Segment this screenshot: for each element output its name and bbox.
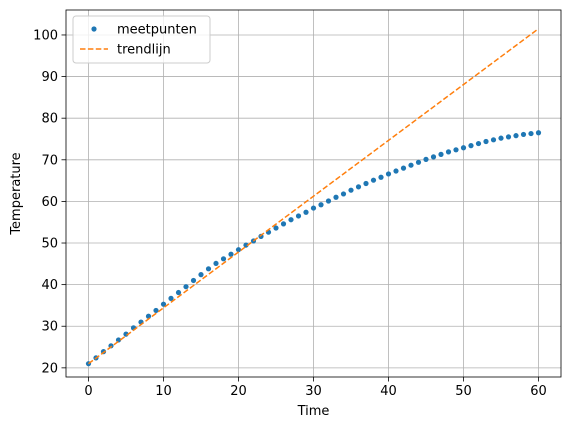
data-point-49 [453, 147, 459, 153]
trend-line [88, 28, 539, 365]
data-point-52 [475, 140, 482, 147]
data-point-39 [378, 174, 384, 180]
y-tick-label-6: 80 [41, 112, 58, 127]
data-point-11 [168, 295, 174, 301]
y-tick-label-7: 90 [41, 70, 58, 85]
data-point-42 [400, 165, 407, 171]
x-tick-label-5: 50 [455, 384, 472, 399]
data-point-30 [310, 205, 317, 211]
data-point-29 [303, 209, 309, 215]
data-point-37 [363, 180, 369, 187]
data-point-35 [348, 187, 354, 193]
data-point-21 [243, 242, 249, 248]
data-point-9 [153, 307, 159, 314]
y-tick-label-8: 100 [33, 28, 58, 43]
y-tick-label-2: 40 [41, 278, 58, 293]
data-point-55 [498, 135, 504, 141]
data-point-59 [528, 130, 534, 137]
y-tick-label-4: 60 [41, 195, 58, 210]
data-point-53 [483, 138, 489, 145]
data-point-44 [415, 159, 422, 165]
grid [66, 10, 561, 377]
series-layer [85, 28, 542, 367]
data-point-34 [340, 191, 347, 197]
x-tick-label-2: 20 [230, 384, 247, 399]
data-point-4 [115, 337, 122, 343]
data-point-60 [535, 130, 542, 136]
data-point-51 [468, 143, 474, 149]
data-point-25 [273, 225, 279, 231]
data-point-27 [288, 217, 294, 223]
x-tick-label-6: 60 [530, 384, 547, 399]
legend-label-meetpunten: meetpunten [117, 23, 197, 38]
data-point-46 [430, 154, 437, 160]
y-tick-label-5: 70 [41, 153, 58, 168]
data-point-56 [505, 134, 512, 140]
data-point-40 [385, 171, 392, 177]
legend-box [72, 15, 211, 64]
legend: meetpunten trendlijn [72, 15, 211, 64]
x-tick-label-0: 0 [84, 384, 92, 399]
data-point-14 [190, 277, 197, 284]
data-point-15 [198, 272, 204, 278]
data-point-13 [183, 284, 189, 290]
data-point-41 [393, 168, 399, 174]
y-tick-label-3: 50 [41, 237, 58, 252]
data-point-31 [318, 202, 324, 208]
data-point-54 [490, 137, 497, 143]
series-meetpunten [85, 130, 542, 367]
data-point-43 [408, 162, 414, 168]
data-point-19 [228, 251, 234, 257]
data-point-58 [520, 131, 527, 138]
x-axis-label: Time [297, 404, 330, 419]
data-point-28 [295, 213, 302, 219]
y-tick-label-1: 30 [41, 320, 58, 335]
data-point-48 [445, 149, 452, 155]
legend-label-trendlijn: trendlijn [117, 43, 171, 58]
legend-entry-meetpunten: meetpunten [91, 23, 197, 38]
legend-marker-meetpunten [91, 26, 97, 32]
x-tick-label-1: 10 [155, 384, 172, 399]
data-point-8 [145, 313, 152, 319]
data-point-38 [370, 177, 377, 183]
data-point-17 [213, 260, 219, 267]
data-point-36 [355, 184, 362, 190]
data-point-33 [333, 194, 339, 200]
y-tick-label-0: 20 [41, 361, 58, 376]
y-axis-label: Temperature [9, 152, 24, 235]
data-point-20 [235, 247, 242, 253]
data-point-47 [438, 151, 444, 157]
data-point-32 [325, 198, 332, 204]
x-tick-label-4: 40 [380, 384, 397, 399]
series-trendlijn [88, 28, 539, 365]
data-point-16 [205, 266, 212, 272]
data-point-26 [280, 221, 287, 227]
x-tick-label-3: 30 [305, 384, 322, 399]
data-point-10 [160, 301, 167, 307]
y-axis-ticks: 20 30 40 50 60 70 80 90 100 [33, 28, 66, 376]
data-point-18 [220, 256, 227, 262]
data-point-12 [175, 289, 182, 296]
data-point-50 [460, 145, 467, 151]
x-axis-ticks: 0 10 20 30 40 50 60 [84, 377, 547, 399]
legend-entry-trendlijn: trendlijn [80, 43, 171, 58]
data-point-45 [423, 156, 429, 162]
data-point-57 [513, 133, 519, 139]
